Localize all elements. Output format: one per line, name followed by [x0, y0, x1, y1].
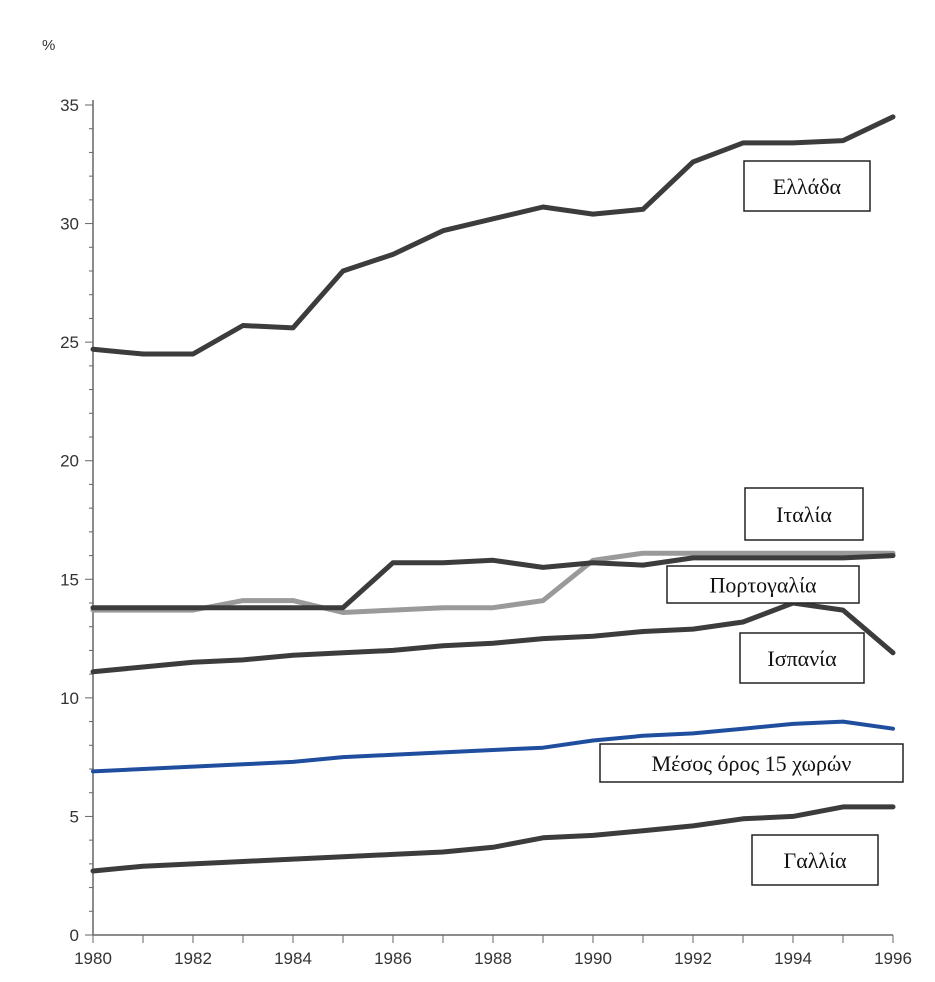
series-label-italy: Ιταλία: [744, 487, 864, 541]
series-line-portugal: [90, 550, 896, 615]
series-label-box: [666, 565, 860, 604]
series-line-eu15-average: [91, 719, 895, 774]
series-label-text: Ιταλία: [776, 502, 832, 527]
series-line-italy: [90, 553, 896, 611]
y-tick-label: 10: [60, 689, 79, 708]
series-label-portugal: Πορτογαλία: [666, 565, 860, 604]
series-line-spain: [90, 600, 896, 675]
y-tick-label: 30: [60, 215, 79, 234]
y-axis-unit-label: %: [42, 37, 55, 54]
x-tick-label: 1992: [674, 949, 712, 968]
series-label-box: [599, 743, 904, 783]
series-label-text: Ελλάδα: [773, 174, 842, 199]
x-tick-label: 1984: [274, 949, 312, 968]
y-tick-label: 0: [70, 926, 79, 945]
series-label-text: Πορτογαλία: [709, 573, 817, 598]
y-tick-label: 5: [70, 807, 79, 826]
x-tick-label: 1996: [874, 949, 912, 968]
y-tick-label: 35: [60, 96, 79, 115]
y-tick-label: 15: [60, 570, 79, 589]
series-label-box: [743, 160, 871, 212]
x-tick-label: 1988: [474, 949, 512, 968]
series-label-text: Ισπανία: [767, 646, 837, 671]
y-tick-label: 25: [60, 333, 79, 352]
series-label-text: Γαλλία: [783, 848, 846, 873]
axes: 0 5 10 15 20 25 30 35 1980 1982 1984 1986 1988 1990 19…: [60, 96, 912, 968]
x-tick-label: 1982: [174, 949, 212, 968]
series-label-eu15-average: Μέσος όρος 15 χωρών: [599, 743, 904, 783]
x-tick-label: 1990: [574, 949, 612, 968]
series-label-france: Γαλλία: [751, 834, 879, 886]
series-label-text: Μέσος όρος 15 χωρών: [652, 751, 852, 776]
x-tick-label: 1986: [374, 949, 412, 968]
series-label-box: [744, 487, 864, 541]
series-label-spain: Ισπανία: [739, 632, 865, 684]
series-label-box: [751, 834, 879, 886]
series-label-greece: Ελλάδα: [743, 160, 871, 212]
series-line-greece: [90, 114, 896, 357]
x-tick-label: 1994: [774, 949, 812, 968]
x-tick-label: 1980: [74, 949, 112, 968]
series-lines: [90, 114, 896, 874]
y-tick-label: 20: [60, 452, 79, 471]
series-label-box: [739, 632, 865, 684]
series-labels: Ελλάδα Ιταλία Πορτογαλία Ισπανία Μέσος όρος …: [599, 160, 904, 886]
series-line-france: [90, 804, 896, 874]
